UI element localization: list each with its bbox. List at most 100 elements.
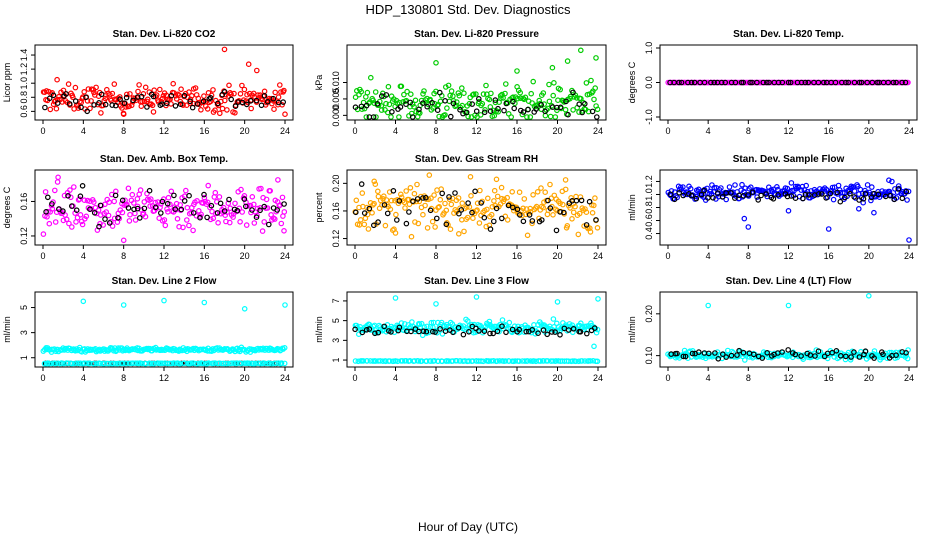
data-point xyxy=(570,107,576,113)
mean-point xyxy=(736,347,742,354)
data-point xyxy=(576,109,582,115)
outlier-point xyxy=(741,215,748,222)
mean-point xyxy=(91,210,98,216)
data-point xyxy=(449,321,456,327)
mean-point xyxy=(164,200,171,207)
outlier-point xyxy=(54,76,60,83)
mean-point xyxy=(820,79,827,86)
data-point xyxy=(415,220,422,227)
x-tick-label: 24 xyxy=(593,251,603,261)
y-tick-label: 5 xyxy=(331,318,341,323)
x-tick-label: 12 xyxy=(159,251,169,261)
data-point xyxy=(467,174,474,180)
x-tick-label: 8 xyxy=(746,251,751,261)
outlier-point xyxy=(564,58,571,64)
x-tick-label: 24 xyxy=(904,373,914,383)
mean-point xyxy=(442,98,448,104)
chart-panel-1: Stan. Dev. Li-820 CO2 Licor ppm 0 4 8 12 16 20 2… xyxy=(2,29,294,136)
data-point xyxy=(421,88,427,94)
data-point xyxy=(190,227,196,234)
x-tick-label: 4 xyxy=(81,251,86,261)
x-tick-label: 20 xyxy=(552,373,562,383)
mean-point xyxy=(181,92,188,99)
data-point xyxy=(81,197,88,204)
data-point xyxy=(60,217,67,224)
chart-panel-6: Stan. Dev. Sample Flow ml/min 0 4 8 12 16 20 24 0… xyxy=(627,154,918,261)
y-tick-label: 0.005 xyxy=(331,88,341,111)
data-point xyxy=(589,210,596,216)
data-point xyxy=(85,86,92,92)
data-point xyxy=(851,188,858,194)
mean-point xyxy=(112,192,119,199)
data-point xyxy=(483,82,489,89)
data-point xyxy=(399,358,406,364)
mean-point xyxy=(121,100,128,107)
data-point xyxy=(244,91,250,98)
data-point xyxy=(83,213,90,220)
data-point xyxy=(149,360,156,367)
mean-point xyxy=(460,331,467,338)
data-point xyxy=(95,207,102,214)
mean-point xyxy=(410,198,416,205)
data-point xyxy=(542,189,549,196)
mean-point xyxy=(452,190,458,196)
data-point xyxy=(459,102,466,109)
mean-point xyxy=(837,352,844,359)
data-point xyxy=(895,183,902,189)
data-point xyxy=(180,224,186,231)
data-point xyxy=(509,189,516,195)
mean-point xyxy=(422,194,429,201)
data-point xyxy=(527,358,534,364)
mean-point xyxy=(361,210,368,216)
data-point xyxy=(499,195,505,202)
panel-title: Stan. Dev. Li-820 Pressure xyxy=(414,29,539,40)
data-point xyxy=(46,360,53,367)
data-point xyxy=(189,93,195,99)
mean-point xyxy=(393,217,400,223)
mean-point xyxy=(815,79,822,86)
data-point xyxy=(504,217,511,223)
mean-point xyxy=(253,214,260,221)
data-points xyxy=(665,79,911,86)
x-tick-label: 8 xyxy=(746,126,751,136)
data-point xyxy=(426,172,433,178)
data-point xyxy=(134,196,141,202)
data-point xyxy=(516,189,523,196)
data-point xyxy=(741,357,748,363)
mean-point xyxy=(760,79,767,86)
data-point xyxy=(252,360,259,367)
mean-point xyxy=(248,98,254,104)
data-point xyxy=(484,195,491,202)
data-point xyxy=(79,221,86,228)
data-point xyxy=(491,112,498,119)
mean-point xyxy=(274,207,281,213)
mean-point xyxy=(265,221,272,228)
mean-point xyxy=(821,353,828,360)
mean-point xyxy=(540,327,547,333)
data-point xyxy=(94,360,100,367)
mean-point xyxy=(443,221,450,228)
mean-point xyxy=(557,209,563,215)
mean-point xyxy=(204,214,210,221)
data-point xyxy=(129,191,136,198)
data-point xyxy=(159,95,166,102)
mean-point xyxy=(557,331,563,338)
data-point xyxy=(238,186,244,193)
data-point xyxy=(132,217,139,223)
mean-point xyxy=(50,92,57,99)
data-point xyxy=(91,360,97,367)
data-point xyxy=(492,202,499,209)
data-point xyxy=(181,360,188,366)
mean-point xyxy=(189,104,196,111)
data-point xyxy=(564,223,571,229)
x-tick-label: 16 xyxy=(824,251,834,261)
data-point xyxy=(65,360,71,367)
mean-point xyxy=(186,192,192,199)
data-point xyxy=(508,114,515,120)
data-point xyxy=(545,105,551,112)
data-point xyxy=(44,214,50,220)
y-axis-label: ml/min xyxy=(627,194,637,221)
data-point xyxy=(528,90,535,97)
outlier-point xyxy=(120,302,127,308)
x-tick-label: 0 xyxy=(352,126,357,136)
